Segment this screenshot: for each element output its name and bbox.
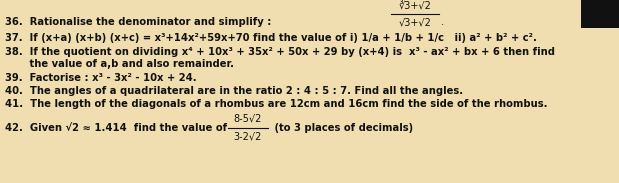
Text: 37.  If (x+a) (x+b) (x+c) = x³+14x²+59x+70 find the value of i) 1/a + 1/b + 1/c : 37. If (x+a) (x+b) (x+c) = x³+14x²+59x+7… (5, 33, 537, 43)
Text: 3-2√2: 3-2√2 (234, 132, 262, 142)
Bar (581, 0, 619, 28)
Text: 39.  Factorise : x³ - 3x² - 10x + 24.: 39. Factorise : x³ - 3x² - 10x + 24. (5, 73, 197, 83)
Text: √3+√2: √3+√2 (399, 17, 431, 27)
Text: 8-5√2: 8-5√2 (234, 114, 262, 124)
Text: ∛3+√2: ∛3+√2 (399, 1, 431, 11)
Text: the value of a,b and also remainder.: the value of a,b and also remainder. (5, 59, 234, 69)
Text: .: . (441, 17, 444, 27)
Text: 40.  The angles of a quadrilateral are in the ratio 2 : 4 : 5 : 7. Find all the : 40. The angles of a quadrilateral are in… (5, 86, 463, 96)
Text: 38.  If the quotient on dividing x⁴ + 10x³ + 35x² + 50x + 29 by (x+4) is  x³ - a: 38. If the quotient on dividing x⁴ + 10x… (5, 47, 555, 57)
Text: (to 3 places of decimals): (to 3 places of decimals) (271, 123, 413, 133)
Text: 36.  Rationalise the denominator and simplify :: 36. Rationalise the denominator and simp… (5, 17, 275, 27)
Text: 42.  Given √2 ≈ 1.414  find the value of: 42. Given √2 ≈ 1.414 find the value of (5, 123, 231, 133)
Text: 41.  The length of the diagonals of a rhombus are 12cm and 16cm find the side of: 41. The length of the diagonals of a rho… (5, 99, 547, 109)
